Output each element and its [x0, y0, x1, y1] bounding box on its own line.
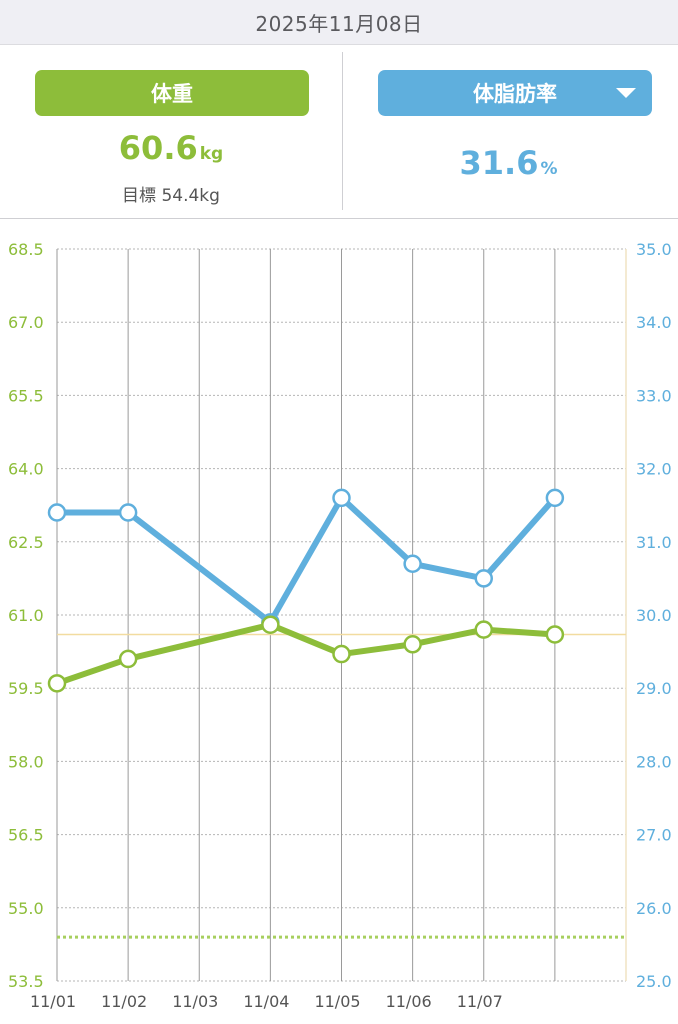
y-right-tick-label: 28.0 [636, 752, 672, 771]
y-right-tick-label: 32.0 [636, 460, 672, 479]
y-left-tick-label: 62.5 [8, 533, 44, 552]
y-left-tick-label: 65.5 [8, 386, 44, 405]
weight-data-point [403, 635, 422, 654]
weight-number: 60.6 [118, 129, 198, 167]
x-tick-label: 11/05 [314, 992, 360, 1011]
y-left-tick-label: 56.5 [8, 826, 44, 845]
x-tick-label: 11/04 [243, 992, 289, 1011]
chevron-down-icon [616, 88, 636, 98]
weight-value: 60.6 kg [0, 129, 342, 167]
goal-weight: 目標 54.4kg [0, 181, 342, 206]
y-left-tick-label: 58.0 [8, 752, 44, 771]
weight-tab-label: 体重 [151, 82, 193, 106]
fat-data-point [403, 554, 422, 574]
weight-data-point [47, 674, 67, 693]
weight-unit: kg [199, 144, 224, 164]
goal-label: 目標 [122, 186, 157, 206]
y-left-tick-label: 61.0 [8, 606, 44, 625]
weight-fat-chart[interactable]: 68.5 35.0 67.0 34.0 65.5 33.0 64.0 32.0 62.5 31.0… [0, 219, 678, 1024]
y-right-tick-label: 35.0 [636, 240, 672, 259]
fat-data-point [474, 569, 493, 588]
x-tick-label: 11/02 [101, 992, 147, 1011]
x-tick-label: 11/07 [457, 992, 503, 1011]
y-right-tick-label: 29.0 [636, 679, 672, 698]
y-right-tick-label: 25.0 [636, 972, 672, 991]
weight-panel: 体重 60.6 kg 目標 54.4kg [0, 44, 339, 219]
y-right-tick-label: 33.0 [636, 386, 672, 405]
weight-data-point [261, 615, 280, 635]
fat-panel: 体脂肪率 31.6% [339, 44, 678, 219]
fat-data-point [118, 503, 138, 522]
x-tick-label: 11/06 [386, 992, 432, 1011]
fat-number: 31.6 [459, 144, 539, 182]
date-header: 2025年11月08日 [0, 0, 678, 45]
x-tick-label: 11/03 [172, 992, 218, 1011]
weight-data-point [545, 625, 565, 644]
weight-data-point [332, 644, 351, 664]
y-left-tick-label: 55.0 [8, 899, 44, 918]
goal-value: 54.4kg [161, 186, 220, 206]
y-right-tick-label: 27.0 [636, 826, 672, 845]
fat-value: 31.6% [339, 144, 678, 182]
header-divider [0, 218, 678, 219]
y-left-tick-label: 67.0 [8, 313, 44, 332]
x-tick-label: 11/01 [30, 992, 76, 1011]
y-right-tick-label: 30.0 [636, 606, 672, 625]
y-right-tick-label: 34.0 [636, 313, 672, 332]
fat-select-label: 体脂肪率 [473, 82, 557, 106]
y-left-tick-label: 64.0 [8, 460, 44, 479]
y-left-tick-label: 68.5 [8, 240, 44, 259]
fat-select-button[interactable]: 体脂肪率 [378, 70, 652, 116]
fat-data-point [47, 503, 67, 522]
y-right-tick-label: 26.0 [636, 899, 672, 918]
panel-divider [342, 52, 343, 210]
weight-data-point [118, 649, 138, 669]
fat-data-point [545, 488, 565, 508]
fat-unit: % [540, 159, 558, 179]
weight-data-point [474, 620, 493, 639]
y-left-tick-label: 59.5 [8, 679, 44, 698]
y-right-tick-label: 31.0 [636, 533, 672, 552]
fat-data-point [332, 488, 351, 508]
weight-tab-button[interactable]: 体重 [35, 70, 309, 116]
y-left-tick-label: 53.5 [8, 972, 44, 991]
